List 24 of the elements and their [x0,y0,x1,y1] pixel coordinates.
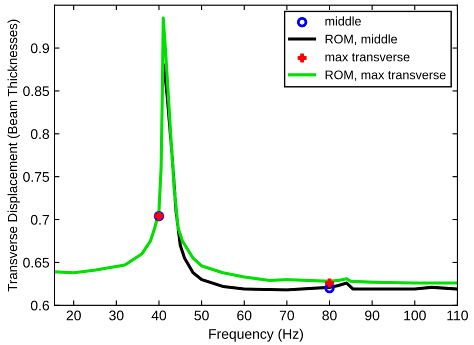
y-tick-label: 0.7 [30,214,49,225]
legend-label: ROM, middle [326,34,397,45]
x-tick-label: 70 [280,310,294,320]
x-tick-label: 60 [237,310,252,320]
x-tick-label: 100 [404,310,426,320]
legend-label: max transverse [325,53,410,62]
point [325,278,334,288]
y-tick-label: 0.85 [23,86,50,96]
x-tick-label: 80 [322,310,337,320]
x-tick-label: 40 [152,310,166,320]
y-axis-title: Transverse Displacement (Beam Thicknesses) [8,20,20,292]
y-tick-label: 0.65 [23,258,50,268]
legend-label: ROM, max transverse [326,70,446,81]
y-tick-label: 0.75 [23,172,50,182]
x-axis-title: Frequency (Hz) [209,328,303,342]
x-tick-label: 90 [365,310,380,320]
y-tick-label: 0.8 [30,129,50,139]
y-tick-label: 0.6 [30,300,50,310]
x-tick-label: 110 [447,310,468,320]
x-tick-label: 50 [194,310,209,320]
x-tick-label: 30 [109,310,124,320]
x-tick-label: 20 [66,310,81,320]
legend-label: middle [325,16,361,26]
y-tick-label: 0.9 [30,43,49,54]
